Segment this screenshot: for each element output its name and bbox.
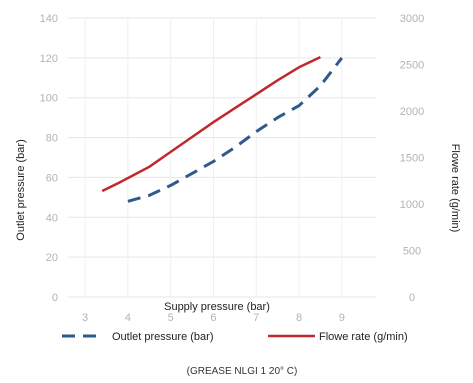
right-y-axis-ticks: 0 500 1000 1500 2000 2500 3000 [400,13,424,304]
left-y-tick-label: 0 [52,292,58,304]
x-tick-label: 8 [296,312,302,324]
series-line-flow-rate [101,55,321,193]
x-tick-label: 3 [82,312,88,324]
legend-label-flow-rate: Flowe rate (g/min) [319,331,408,343]
right-y-axis-label: Flowe rate (g/min) [449,144,461,233]
left-y-tick-label: 20 [46,252,58,264]
right-y-tick-label: 0 [409,292,415,304]
x-tick-label: 4 [125,312,131,324]
x-tick-label: 9 [339,312,345,324]
chart-caption: (GREASE NLGI 1 20° C) [187,366,298,377]
x-axis-label: Supply pressure (bar) [164,301,270,313]
right-y-tick-label: 2500 [400,60,424,72]
x-axis-ticks: 3 4 5 6 7 8 9 [82,312,345,324]
left-y-axis-ticks: 0 20 40 60 80 100 120 140 [40,13,58,304]
x-tick-label: 6 [210,312,216,324]
right-y-tick-label: 500 [403,246,421,258]
legend-label-outlet-pressure: Outlet pressure (bar) [112,331,213,343]
left-y-tick-label: 120 [40,53,58,65]
legend: Outlet pressure (bar) Flowe rate (g/min) [62,331,408,343]
series-lines [101,55,343,203]
left-y-tick-label: 140 [40,13,58,25]
x-tick-label: 5 [168,312,174,324]
left-y-tick-label: 40 [46,212,58,224]
left-y-tick-label: 100 [40,93,58,105]
grid [68,17,376,298]
left-y-tick-label: 80 [46,133,58,145]
right-y-tick-label: 1000 [400,199,424,211]
x-tick-label: 7 [253,312,259,324]
left-y-axis-label: Outlet pressure (bar) [15,139,27,240]
left-y-tick-label: 60 [46,172,58,184]
series-line-outlet-pressure [127,56,343,203]
right-y-tick-label: 3000 [400,13,424,25]
right-y-tick-label: 2000 [400,106,424,118]
right-y-tick-label: 1500 [400,153,424,165]
